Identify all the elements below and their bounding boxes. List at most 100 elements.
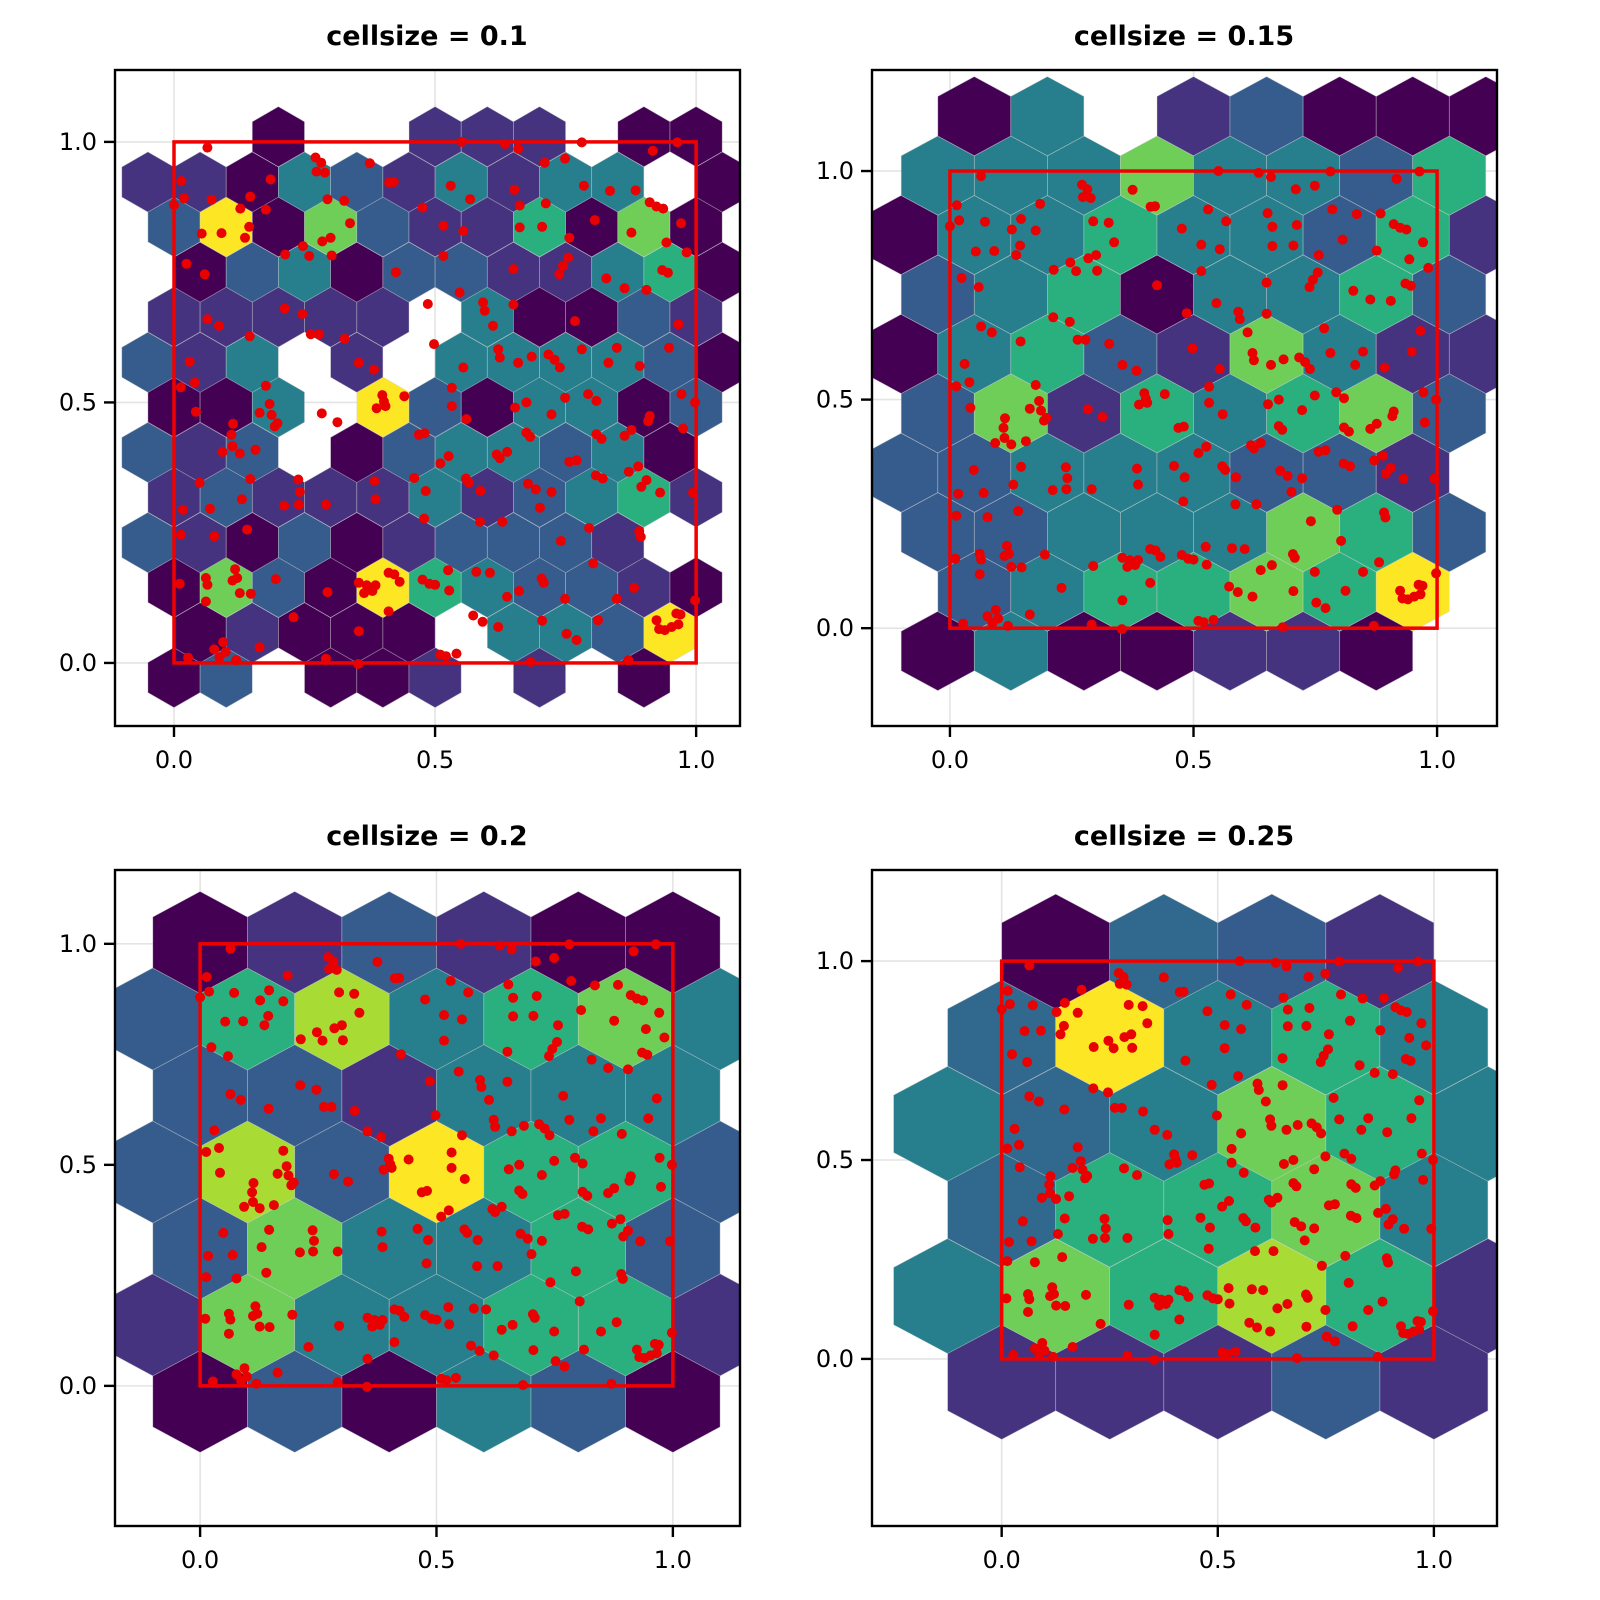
- scatter-point: [526, 351, 537, 362]
- scatter-point: [651, 1093, 662, 1104]
- scatter-point: [1026, 1236, 1037, 1247]
- scatter-point: [1088, 561, 1099, 571]
- scatter-point: [522, 1233, 533, 1244]
- scatter-point: [642, 1049, 653, 1060]
- scatter-point: [478, 297, 489, 308]
- scatter-point: [268, 1200, 279, 1211]
- scatter-point: [231, 655, 242, 666]
- scatter-point: [514, 586, 525, 596]
- scatter-point: [1413, 579, 1424, 590]
- scatter-point: [555, 536, 566, 546]
- scatter-point: [999, 433, 1010, 443]
- scatter-point: [1221, 216, 1232, 227]
- scatter-point: [1183, 1291, 1194, 1302]
- scatter-point: [1372, 1351, 1383, 1362]
- scatter-point: [472, 1235, 483, 1245]
- scatter-point: [1024, 1091, 1035, 1102]
- scatter-point: [283, 1170, 294, 1181]
- x-tick-label: 0.5: [416, 746, 454, 774]
- scatter-point: [493, 622, 504, 632]
- scatter-point: [254, 1321, 265, 1332]
- scatter-point: [1212, 1294, 1223, 1305]
- scatter-point: [1345, 1015, 1355, 1026]
- scatter-point: [1002, 1143, 1013, 1154]
- scatter-point: [1152, 280, 1162, 291]
- scatter-point: [1199, 1179, 1210, 1190]
- scatter-point: [254, 1203, 265, 1214]
- scatter-point: [530, 484, 541, 495]
- scatter-point: [526, 1249, 537, 1260]
- scatter-point: [1201, 559, 1212, 570]
- scatter-point: [488, 1350, 499, 1361]
- scatter-point: [497, 516, 508, 527]
- scatter-point: [1224, 581, 1235, 592]
- scatter-point: [468, 1303, 479, 1314]
- scatter-point: [1289, 552, 1300, 563]
- scatter-point: [1006, 224, 1017, 235]
- scatter-point: [1039, 415, 1049, 426]
- scatter-point: [540, 198, 551, 209]
- scatter-point: [1273, 394, 1284, 405]
- scatter-point: [230, 564, 241, 575]
- scatter-point: [1145, 577, 1156, 588]
- scatter-point: [1149, 1124, 1160, 1135]
- scatter-point: [399, 1311, 410, 1322]
- scatter-point: [435, 458, 446, 469]
- scatter-point: [1377, 1296, 1388, 1307]
- scatter-point: [1002, 620, 1013, 631]
- scatter-point: [629, 582, 639, 593]
- scatter-point: [980, 216, 990, 227]
- scatter-point: [457, 1014, 467, 1025]
- scatter-point: [493, 344, 504, 355]
- scatter-point: [234, 588, 245, 599]
- scatter-point: [1260, 1096, 1271, 1107]
- scatter-point: [538, 577, 549, 588]
- scatter-point: [1242, 327, 1253, 338]
- scatter-point: [295, 1034, 306, 1045]
- scatter-point: [1230, 472, 1241, 483]
- scatter-point: [990, 604, 1001, 615]
- scatter-point: [389, 1337, 400, 1348]
- scatter-point: [1309, 1164, 1320, 1175]
- scatter-point: [671, 608, 682, 619]
- scatter-point: [951, 200, 962, 211]
- scatter-point: [279, 303, 290, 314]
- scatter-point: [1044, 1179, 1055, 1190]
- scatter-point: [201, 1147, 212, 1157]
- scatter-point: [1083, 253, 1094, 264]
- scatter-point: [1059, 1104, 1070, 1115]
- scatter-point: [558, 260, 568, 271]
- scatter-point: [494, 352, 505, 363]
- scatter-point: [1092, 265, 1103, 276]
- scatter-point: [184, 356, 195, 367]
- scatter-point: [388, 177, 399, 187]
- scatter-point: [309, 1235, 319, 1246]
- scatter-point: [1117, 595, 1128, 606]
- scatter-point: [245, 191, 256, 202]
- scatter-point: [372, 956, 383, 967]
- scatter-point: [464, 477, 474, 488]
- scatter-point: [676, 218, 686, 229]
- scatter-point: [1149, 1354, 1160, 1365]
- scatter-point: [970, 246, 981, 257]
- scatter-point: [1097, 412, 1108, 422]
- scatter-point: [328, 956, 339, 967]
- scatter-point: [1187, 1150, 1198, 1161]
- scatter-point: [1288, 1155, 1299, 1165]
- scatter-point: [998, 422, 1009, 433]
- scatter-point: [1288, 240, 1299, 251]
- y-tick-label: 0.5: [59, 388, 97, 416]
- scatter-point: [635, 1236, 646, 1247]
- scatter-point: [690, 397, 701, 408]
- scatter-point: [1065, 257, 1076, 268]
- scatter-point: [178, 193, 189, 204]
- scatter-point: [1357, 993, 1368, 1004]
- scatter-point: [324, 964, 335, 974]
- scatter-point: [582, 1190, 593, 1201]
- x-tick-label: 0.0: [155, 746, 193, 774]
- scatter-point: [1418, 237, 1428, 248]
- scatter-point: [1087, 1233, 1098, 1244]
- panel-title: cellsize = 0.25: [1074, 821, 1294, 852]
- scatter-point: [1060, 1301, 1071, 1311]
- scatter-point: [1022, 1057, 1033, 1068]
